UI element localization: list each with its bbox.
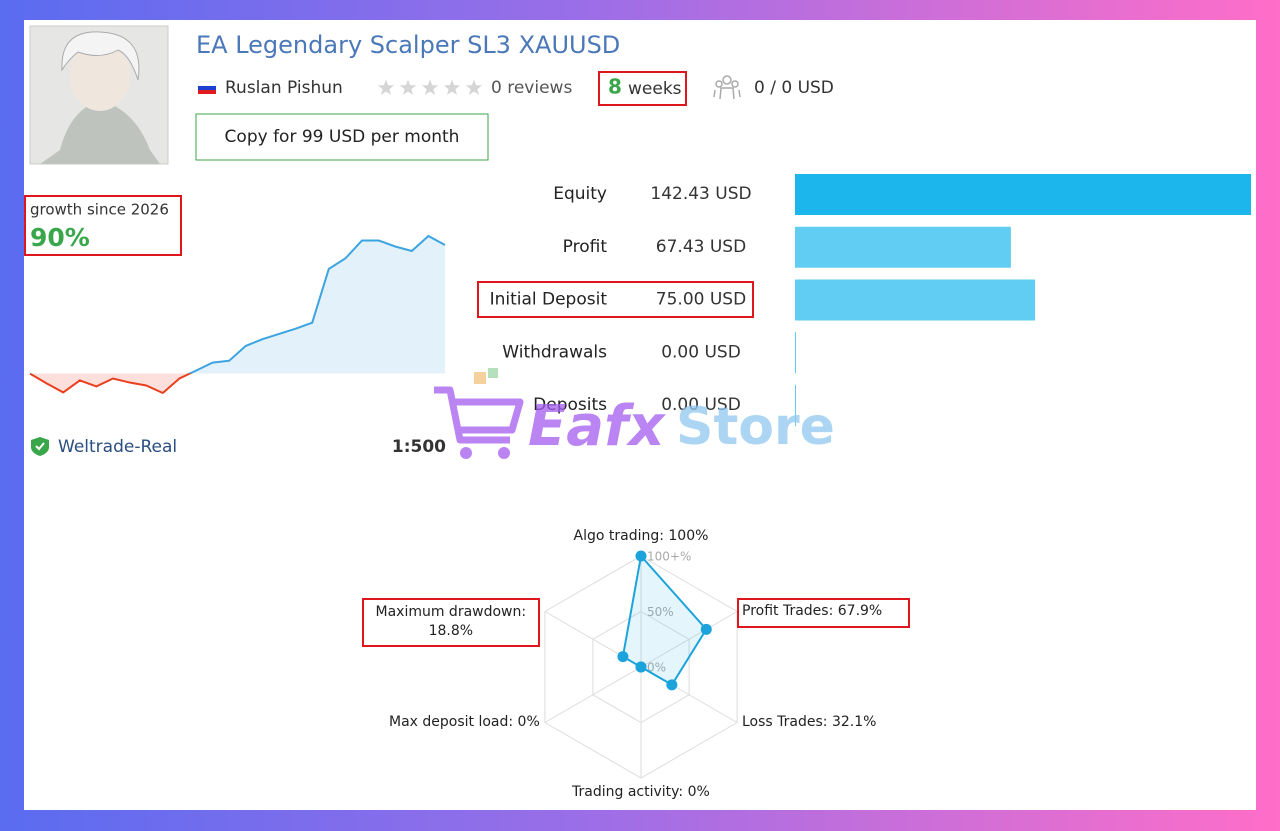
stat-value: 0.00 USD	[661, 342, 741, 362]
stat-value: 0.00 USD	[661, 395, 741, 415]
star	[465, 79, 483, 95]
stat-label: Initial Deposit	[490, 290, 608, 310]
radar-point	[635, 550, 647, 562]
highlight-box	[362, 598, 540, 647]
weeks-value: 8	[608, 75, 622, 99]
star	[377, 79, 395, 95]
stat-label: Profit	[563, 237, 608, 257]
reviews[interactable]: 0 reviews	[491, 78, 572, 98]
growth-area	[189, 236, 445, 374]
highlight-box	[598, 71, 687, 106]
stat-label: Deposits	[533, 395, 607, 415]
loss-area	[30, 373, 445, 393]
star	[399, 79, 417, 95]
growth-label: growth since 2026	[30, 201, 169, 219]
stat-value: 142.43 USD	[650, 184, 751, 204]
rating-stars	[377, 79, 483, 95]
watermark-text: Store	[676, 397, 835, 457]
broker[interactable]: Weltrade-Real	[58, 437, 177, 457]
loss-line	[29, 373, 193, 395]
radar-point	[666, 679, 678, 691]
stats: Equity 142.43 USD Profit 67.43 USD Initial D…	[490, 174, 1251, 426]
highlight-box	[24, 195, 182, 256]
stat-bar	[795, 385, 796, 426]
stat-bar	[795, 226, 1011, 268]
highlight-box	[737, 598, 910, 628]
radar-label: Max deposit load: 0%	[389, 714, 540, 730]
radar-label: Profit Trades: 67.9%	[742, 603, 883, 619]
stat-label: Withdrawals	[502, 342, 607, 362]
stat-value: 67.43 USD	[656, 237, 746, 257]
radar-chart: 100+% 50% 0%	[544, 550, 738, 779]
star	[443, 79, 461, 95]
radar-point	[635, 661, 647, 673]
subscribers: 0 / 0 USD	[754, 78, 834, 98]
growth-value: 90%	[30, 223, 90, 252]
star	[421, 79, 439, 95]
stat-label: Equity	[553, 184, 607, 204]
verified-icon	[31, 437, 49, 456]
radar-label: Trading activity: 0%	[572, 784, 710, 800]
radar-label: Loss Trades: 32.1%	[742, 714, 877, 730]
avatar	[29, 25, 169, 165]
copy-button[interactable]	[195, 113, 489, 161]
radar-tick-label: 100+%	[647, 550, 691, 564]
radar-label: Maximum drawdown: 18.8%	[375, 604, 527, 639]
stat-bar	[795, 279, 1036, 321]
subscribers-icon	[713, 75, 741, 100]
growth-line	[30, 234, 446, 374]
title: EA Legendary Scalper SL3 XAUUSD	[196, 31, 620, 59]
radar-label: Algo trading: 100%	[573, 528, 709, 544]
radar-point	[617, 651, 629, 663]
growth-chart	[29, 234, 446, 395]
stat-bar	[795, 332, 796, 374]
radar-tick-label: 0%	[647, 661, 666, 675]
watermark-text: Eafx	[528, 394, 666, 459]
radar-grid	[592, 610, 690, 724]
radar-tick-label: 50%	[647, 605, 674, 619]
stat-bar	[795, 174, 1251, 215]
leverage: 1:500	[392, 437, 446, 457]
copy-button-label[interactable]: Copy for 99 USD per month	[225, 127, 460, 147]
flag-ru	[197, 81, 217, 94]
author[interactable]: Ruslan Pishun	[225, 78, 343, 98]
weeks-label: weeks	[628, 79, 682, 99]
stat-value: 75.00 USD	[656, 290, 746, 310]
radar-area	[621, 553, 708, 687]
highlight-box	[477, 281, 754, 318]
watermark: Eafx Store	[434, 368, 835, 459]
radar-point	[700, 623, 712, 635]
